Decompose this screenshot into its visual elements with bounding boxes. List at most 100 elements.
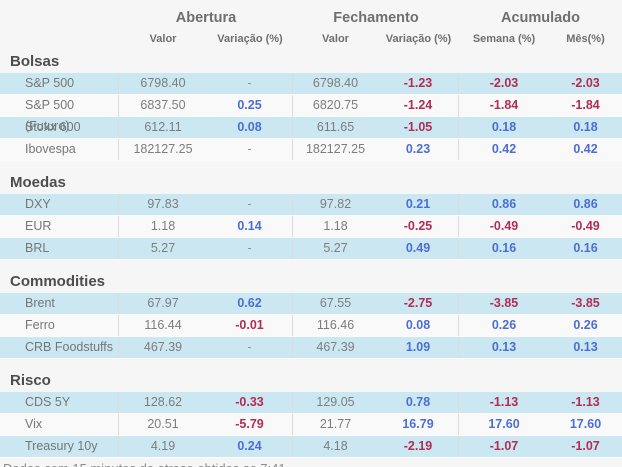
subheader-mes: Mês(%) xyxy=(566,33,605,45)
open-value: 20.51 xyxy=(147,417,179,431)
row-label: Ferro xyxy=(0,315,119,336)
open-value: 6837.50 xyxy=(140,98,186,112)
close-value: 1.18 xyxy=(323,219,348,233)
subheader-fechamento-variacao: Variação (%) xyxy=(385,33,452,45)
section-title: Moedas xyxy=(10,174,66,191)
week-change: -1.13 xyxy=(489,395,519,409)
column-group-abertura: Abertura xyxy=(175,10,237,26)
close-value: 116.46 xyxy=(316,318,355,332)
month-change: -1.13 xyxy=(571,395,600,409)
close-change: -2.19 xyxy=(378,436,459,457)
month-change: -0.49 xyxy=(571,219,600,233)
row-label: Stoxx 600 xyxy=(0,117,119,138)
section-risco: Risco CDS 5Y 128.62 -0.33 129.05 0.78 -1.13 -1.… xyxy=(0,372,622,458)
subheader-row: Valor Variação (%) Valor Variação (%) Se… xyxy=(0,31,622,48)
row-label: CRB Foodstuffs xyxy=(0,337,119,358)
subheader-fechamento-valor: Valor xyxy=(322,33,349,45)
week-change: 0.86 xyxy=(491,197,517,211)
week-change: 0.42 xyxy=(491,142,517,156)
open-value: 116.44 xyxy=(144,318,182,332)
close-value: 97.82 xyxy=(319,197,352,211)
close-value: 182127.25 xyxy=(305,142,366,156)
subheader-spacer xyxy=(0,31,119,48)
close-change: -2.75 xyxy=(378,293,459,314)
open-value: 4.19 xyxy=(150,439,176,453)
table-row: S&P 500 6798.40 - 6798.40 -1.23 -2.03 -2.03 xyxy=(0,73,622,95)
row-label: Vix xyxy=(0,414,119,435)
week-change: 0.18 xyxy=(491,120,517,134)
close-change: 0.78 xyxy=(378,392,459,413)
row-label: BRL xyxy=(0,238,119,259)
open-value: 1.18 xyxy=(150,219,176,233)
close-value: 5.27 xyxy=(323,241,348,255)
open-value: 467.39 xyxy=(143,340,183,354)
month-change: 0.18 xyxy=(573,120,598,134)
week-change: 0.13 xyxy=(491,340,517,354)
close-change: -1.23 xyxy=(378,73,459,94)
open-change: - xyxy=(207,139,293,160)
open-change: 0.08 xyxy=(207,117,293,138)
table-row: Brent 67.97 0.62 67.55 -2.75 -3.85 -3.85 xyxy=(0,293,622,315)
month-change: -3.85 xyxy=(571,296,600,310)
close-value: 6798.40 xyxy=(312,76,359,90)
open-value: 67.97 xyxy=(147,296,179,310)
close-value: 21.77 xyxy=(319,417,352,431)
row-label: Treasury 10y xyxy=(0,436,119,457)
table-row: CDS 5Y 128.62 -0.33 129.05 0.78 -1.13 -1.13 xyxy=(0,392,622,414)
close-change: -1.05 xyxy=(378,117,459,138)
table-sections: Bolsas S&P 500 6798.40-6798.40 -1.23 -2.03 -2… xyxy=(0,53,622,458)
month-change: -1.84 xyxy=(571,98,600,112)
open-change: 0.14 xyxy=(207,216,293,237)
row-label: S&P 500 xyxy=(0,73,119,94)
section-title: Risco xyxy=(10,372,51,389)
close-value: 67.55 xyxy=(319,296,352,310)
open-change: - xyxy=(207,73,293,94)
row-label: DXY xyxy=(0,194,119,215)
week-change: -0.49 xyxy=(489,219,519,233)
open-change: 0.62 xyxy=(207,293,293,314)
close-change: 0.21 xyxy=(378,194,459,215)
close-value: 611.65 xyxy=(316,120,355,134)
month-change: 0.42 xyxy=(573,142,598,156)
week-change: 0.16 xyxy=(491,241,517,255)
column-group-acumulado: Acumulado xyxy=(501,10,580,26)
table-row: Treasury 10y 4.19 0.24 4.18 -2.19 -1.07 -1.07 xyxy=(0,436,622,458)
close-value: 6820.75 xyxy=(312,98,359,112)
section-title: Commodities xyxy=(10,273,106,290)
close-change: 0.08 xyxy=(378,315,459,336)
row-label: EUR xyxy=(0,216,119,237)
open-change: - xyxy=(207,337,293,358)
table-row: DXY 97.83 - 97.82 0.21 0.86 0.86 xyxy=(0,194,622,216)
month-change: -1.07 xyxy=(571,439,600,453)
open-value: 182127.25 xyxy=(133,142,193,156)
row-label: CDS 5Y xyxy=(0,392,119,413)
subheader-abertura-variacao: Variação (%) xyxy=(217,33,283,45)
open-change: - xyxy=(207,194,293,215)
week-change: 0.26 xyxy=(491,318,517,332)
table-row: Ferro 116.44 -0.01 116.46 0.08 0.26 0.26 xyxy=(0,315,622,337)
column-group-fechamento: Fechamento xyxy=(333,10,419,26)
close-value: 4.18 xyxy=(323,439,348,453)
subheader-abertura-valor: Valor xyxy=(149,33,177,45)
close-change: -1.24 xyxy=(378,95,459,137)
table-row: CRB Foodstuffs 467.39 - 467.39 1.09 0.13 0.13 xyxy=(0,337,622,359)
section-bolsas: Bolsas S&P 500 6798.40 - 6798.40 -1.23 -2.03 -2… xyxy=(0,53,622,161)
month-change: 0.16 xyxy=(573,241,598,255)
close-value: 467.39 xyxy=(316,340,355,354)
table-row: Ibovespa 182127.25-182127.25 0.23 0.42 0.42 xyxy=(0,139,622,161)
week-change: -1.84 xyxy=(489,98,519,112)
week-change: -2.03 xyxy=(489,76,519,90)
section-moedas: Moedas DXY 97.83 - 97.82 0.21 0.86 0.86 EUR 1.18 0… xyxy=(0,174,622,260)
header-spacer xyxy=(0,9,119,28)
open-change: 0.24 xyxy=(207,436,293,457)
row-label: S&P 500 (Futuro) xyxy=(0,95,119,137)
row-label: Brent xyxy=(0,293,119,314)
close-change: 0.23 xyxy=(378,139,459,160)
close-change: 0.49 xyxy=(378,238,459,259)
month-change: -2.03 xyxy=(571,76,600,90)
open-change: -5.79 xyxy=(207,414,293,435)
month-change: 17.60 xyxy=(569,417,602,431)
close-change: -0.25 xyxy=(378,216,459,237)
week-change: -1.07 xyxy=(489,439,519,453)
